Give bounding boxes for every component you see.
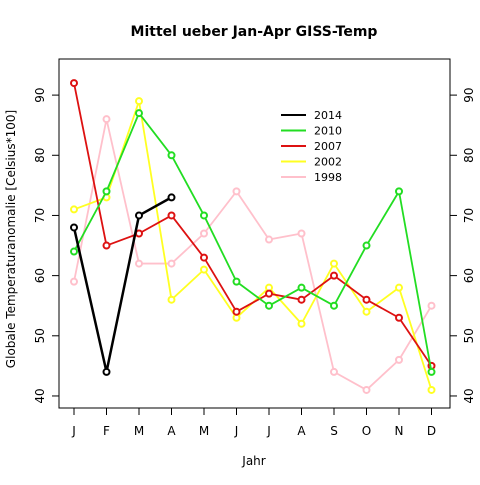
axes: J F M A M J J A S O N D 40 40 50 50 60 60 70 70 80 80 90 90	[33, 87, 476, 438]
x-tick-label: D	[427, 424, 436, 438]
data-point-2002	[362, 307, 371, 316]
y-tick-label-left: 60	[33, 268, 47, 283]
data-point-1998	[102, 115, 111, 124]
series-2010	[70, 109, 436, 376]
data-point-2007	[102, 241, 111, 250]
legend-label-2002: 2002	[314, 156, 342, 169]
y-tick-label-right: 90	[462, 87, 476, 102]
x-tick-label: F	[103, 424, 110, 438]
chart-title: Mittel ueber Jan-Apr GISS-Temp	[131, 24, 378, 40]
data-point-2002	[135, 97, 143, 106]
data-point-1998	[167, 259, 176, 268]
data-point-2014	[70, 223, 78, 232]
data-point-2002	[330, 259, 338, 268]
data-point-2010	[102, 187, 111, 196]
y-tick-label-right: 80	[462, 148, 476, 163]
y-tick-label-left: 80	[33, 148, 47, 163]
data-point-2010	[362, 241, 371, 250]
x-tick-label: S	[330, 424, 338, 438]
legend-label-2007: 2007	[314, 140, 342, 153]
data-point-2010	[135, 109, 143, 118]
data-point-1998	[395, 355, 403, 364]
data-point-2010	[395, 187, 403, 196]
y-tick-label-left: 70	[33, 208, 47, 223]
data-point-2002	[395, 283, 403, 292]
data-point-2007	[362, 295, 371, 304]
data-point-1998	[330, 367, 338, 376]
data-point-2010	[70, 247, 78, 256]
data-point-2014	[102, 367, 111, 376]
y-tick-label-right: 70	[462, 208, 476, 223]
legend-label-2010: 2010	[314, 125, 342, 138]
legend-label-1998: 1998	[314, 171, 342, 184]
data-point-2010	[427, 367, 436, 376]
data-point-2010	[167, 151, 176, 160]
x-tick-label: J	[234, 424, 239, 438]
y-tick-label-right: 50	[462, 328, 476, 343]
x-tick-label: M	[134, 424, 144, 438]
data-point-2010	[232, 277, 241, 286]
data-point-2007	[167, 211, 176, 220]
data-point-1998	[265, 235, 273, 244]
x-axis-label: Jahr	[241, 454, 265, 468]
y-tick-label-left: 40	[33, 388, 47, 403]
y-axis-label: Globale Temperaturanomalie [Celsius*100]	[4, 110, 18, 368]
data-point-2002	[167, 295, 176, 304]
data-point-2002	[427, 385, 436, 394]
data-point-2010	[200, 211, 208, 220]
data-point-1998	[362, 385, 371, 394]
plot-area-frame	[58, 58, 451, 409]
data-point-1998	[427, 301, 436, 310]
data-point-1998	[297, 229, 306, 238]
data-point-2007	[297, 295, 306, 304]
data-point-2007	[330, 271, 338, 280]
y-tick-label-right: 60	[462, 268, 476, 283]
y-tick-label-right: 40	[462, 388, 476, 403]
data-point-2007	[265, 289, 273, 298]
data-point-2007	[232, 307, 241, 316]
data-point-2010	[297, 283, 306, 292]
series-2014	[70, 193, 176, 376]
data-point-1998	[200, 229, 208, 238]
x-tick-label: N	[395, 424, 404, 438]
data-point-2014	[135, 211, 143, 220]
y-tick-label-left: 90	[33, 87, 47, 102]
x-tick-label: O	[362, 424, 371, 438]
data-point-2007	[200, 253, 208, 262]
legend-label-2014: 2014	[314, 109, 342, 122]
x-tick-label: A	[297, 424, 306, 438]
data-point-1998	[70, 277, 78, 286]
x-tick-label: M	[199, 424, 209, 438]
data-point-2010	[265, 301, 273, 310]
data-point-2002	[297, 319, 306, 328]
y-tick-label-left: 50	[33, 328, 47, 343]
x-tick-label: A	[167, 424, 176, 438]
x-tick-label: J	[71, 424, 76, 438]
series-line-2014	[72, 196, 173, 374]
data-point-2002	[70, 205, 78, 214]
legend: 2014 2010 2007 2002 1998	[272, 103, 378, 187]
data-point-1998	[135, 259, 143, 268]
series-line-2010	[73, 112, 433, 373]
data-point-2014	[167, 193, 176, 202]
x-tick-label: J	[266, 424, 271, 438]
data-point-2002	[200, 265, 208, 274]
data-point-1998	[232, 187, 241, 196]
data-point-2007	[395, 313, 403, 322]
data-point-2007	[70, 79, 78, 88]
data-point-2010	[330, 301, 338, 310]
series-layer	[70, 79, 436, 394]
